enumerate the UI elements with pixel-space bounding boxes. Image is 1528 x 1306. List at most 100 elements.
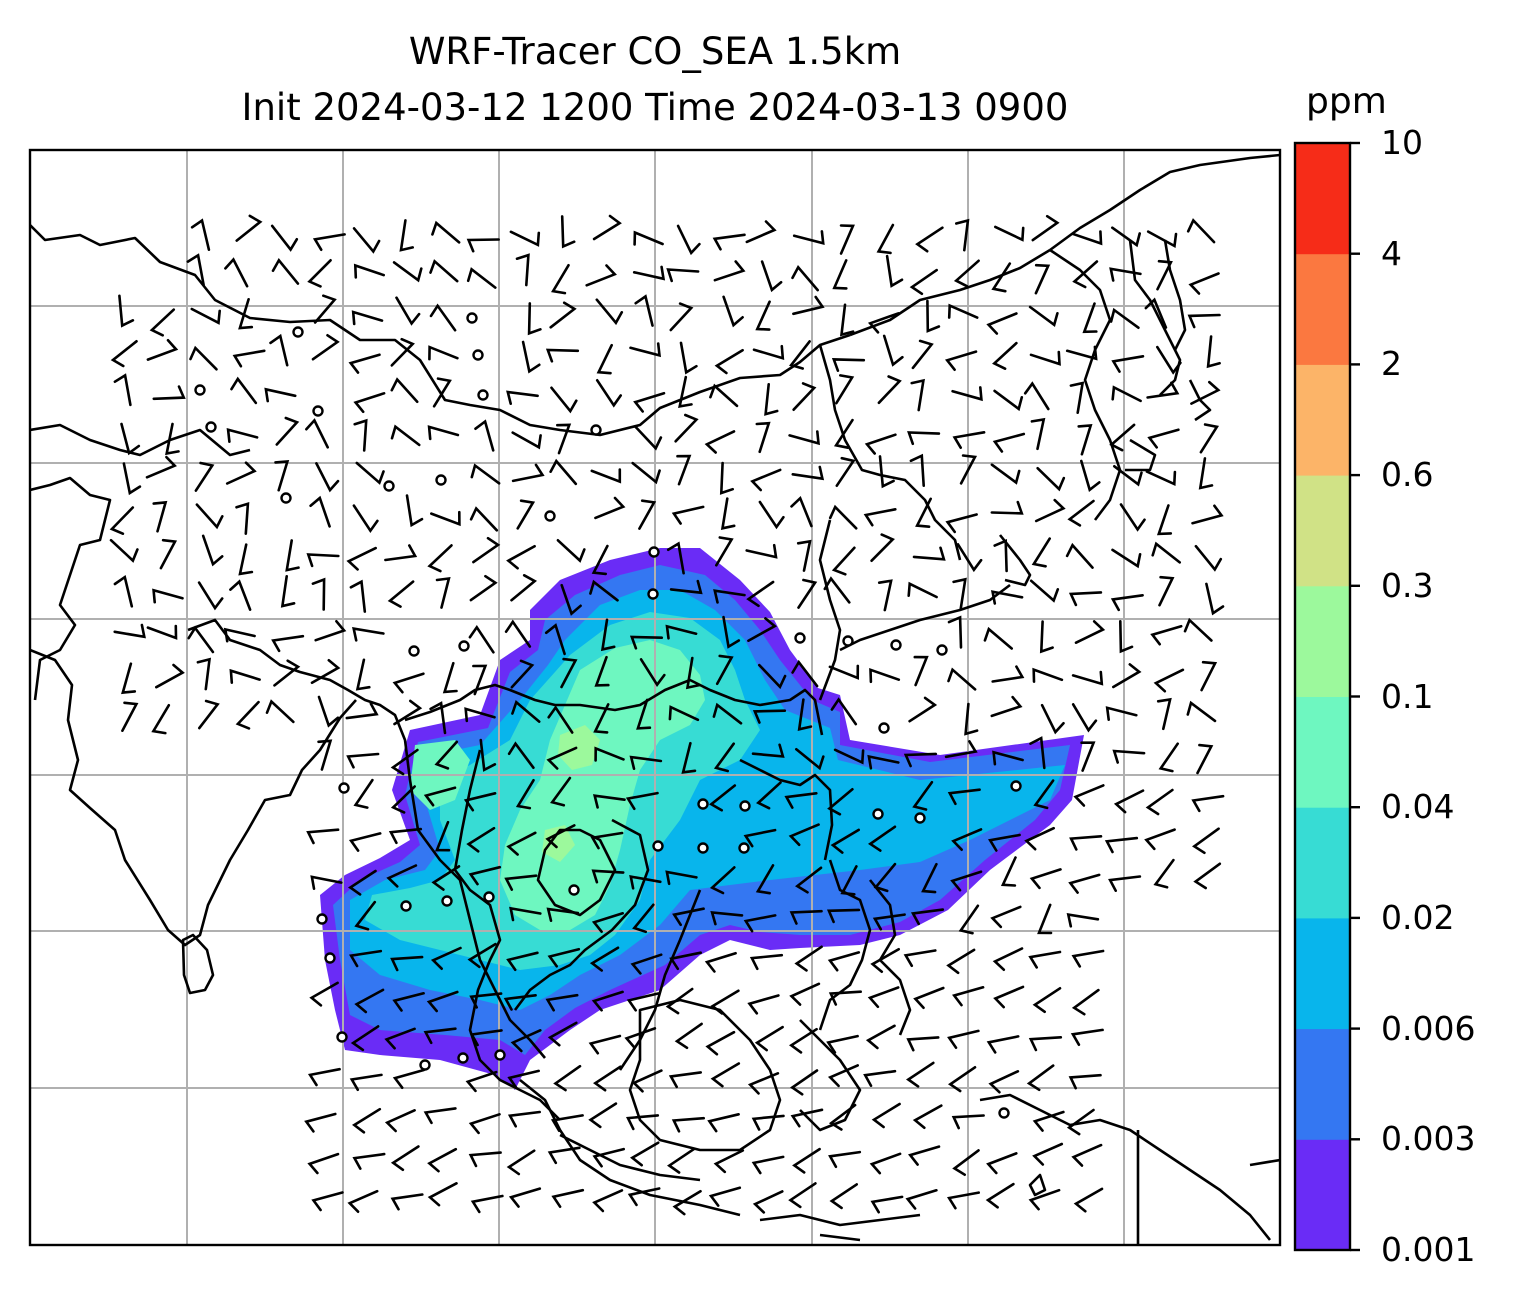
wind-barb [468,865,502,886]
wind-barb [354,900,377,931]
wind-barb [1183,617,1213,642]
wind-barb [506,544,536,570]
wind-barb [714,348,744,375]
wind-barb [956,543,983,573]
wind-barb [863,508,897,527]
wind-barb [665,624,698,640]
wind-barb [833,418,854,449]
wind-barb [909,453,925,487]
wind-barb [347,869,377,896]
wind-barb [903,752,938,768]
map-title: WRF-Tracer CO_SEA 1.5km [408,30,902,73]
wind-barb [121,662,137,695]
wind-barb [988,1070,1020,1094]
wind-barb [747,617,777,642]
wind-barb [393,699,423,726]
wind-barb [405,494,424,528]
calm-wind-marker [194,384,206,396]
wind-barb [669,302,694,332]
wind-barb [1024,826,1055,851]
calm-wind-marker [324,952,336,964]
wind-barb [830,828,860,854]
wind-barb [121,701,139,732]
wind-barb [704,951,737,973]
wind-barb [1111,548,1142,569]
wind-barb [952,431,986,449]
wind-barb [591,869,625,884]
wind-barb [908,1145,941,1166]
wind-barb [470,463,501,485]
wind-barb [152,500,168,533]
wind-barb [964,702,979,736]
wind-barb [434,740,459,770]
wind-barb [463,792,497,812]
wind-barb [508,1187,542,1208]
wind-barb [788,1027,818,1054]
wind-barb [947,615,963,649]
wind-barb [387,580,415,608]
wind-barb [666,268,700,283]
wind-barb [347,1189,379,1213]
coastlines [30,153,1280,1245]
wind-barb [556,423,572,455]
wind-barb [826,1034,859,1054]
wind-barb [827,951,861,972]
wind-barb [912,546,946,561]
wind-barb [1039,620,1054,654]
wind-barb [990,500,1024,515]
colorbar-tick-label: 0.6 [1381,455,1434,495]
wind-barb [921,862,938,894]
wind-barb [474,419,495,452]
wind-barb [269,333,289,367]
wind-barb [994,225,1025,242]
wind-barb [348,832,382,852]
wind-barb [352,1107,382,1134]
wind-barb [672,1190,702,1216]
wind-barb [595,379,622,408]
wind-barb [1150,624,1183,646]
wind-barb [311,577,326,611]
wind-barb [1028,1036,1063,1052]
wind-barb [792,230,825,246]
wind-barb [223,627,256,643]
wind-barb [549,458,578,486]
calm-wind-marker [878,722,890,734]
wind-barb [665,870,698,886]
wind-barb [427,544,453,573]
wind-barb [827,1064,859,1088]
wind-barb [395,296,421,326]
wind-barb [986,312,1018,335]
wind-barb [312,233,346,251]
wind-barb [1156,504,1173,536]
wind-barb [626,992,660,1012]
wind-barb [903,949,937,968]
wind-barb [225,461,257,485]
wind-barb [789,982,821,1006]
wind-barb [311,1191,344,1212]
wind-barb [109,538,139,563]
wind-barb [509,230,541,247]
wind-barb [590,468,622,484]
wind-barb [790,495,813,528]
wind-barb [472,664,488,696]
wind-barb [1031,537,1051,568]
wind-barb [747,1072,780,1095]
wind-barb [681,741,697,774]
wind-barb [947,1066,977,1093]
wind-barb [713,742,735,773]
wind-barb [709,383,739,408]
wind-barb [155,663,185,689]
wind-barb [504,874,538,891]
wind-barb [591,544,609,576]
calm-wind-marker [936,644,948,656]
wind-barb [947,788,981,806]
wind-barb [713,1149,745,1174]
calm-wind-marker [336,1031,348,1043]
wind-barb [1023,381,1050,411]
wind-barb [1186,700,1217,723]
wind-barb [1199,423,1220,454]
wind-barb [306,553,340,568]
wind-barb [796,539,812,572]
calm-wind-marker [494,1049,506,1061]
wind-barb [547,705,574,734]
